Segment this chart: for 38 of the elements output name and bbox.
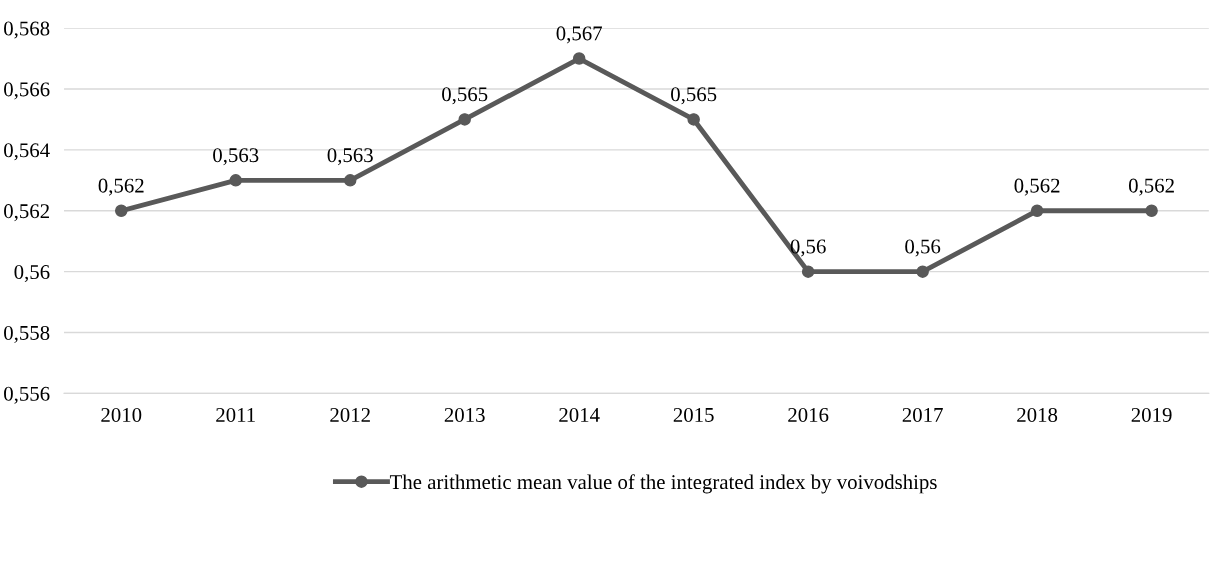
legend-label: The arithmetic mean value of the integrated index by voivodships	[389, 474, 937, 494]
y-tick-label: 0,558	[4, 325, 50, 343]
data-label: 0,565	[442, 87, 488, 105]
x-tick-label: 2010	[101, 407, 142, 422]
point	[229, 174, 242, 187]
point	[343, 174, 357, 187]
x-tick-label: 2017	[902, 407, 943, 422]
point	[916, 265, 929, 278]
y-tick-label: 0,564	[4, 143, 50, 161]
data-label: 0,56	[905, 239, 941, 257]
x-tick-label: 2011	[216, 407, 255, 422]
x-tick-label: 2018	[1017, 407, 1058, 422]
data-label: 0,56	[790, 239, 826, 257]
x-tick-label: 2016	[788, 407, 829, 422]
data-label: 0,565	[671, 87, 717, 105]
x-tick-label: 2012	[330, 407, 370, 422]
y-tick-label: 0,568	[4, 21, 50, 39]
point	[687, 113, 700, 126]
x-tick-label: 2015	[673, 407, 714, 422]
point	[1145, 204, 1158, 218]
data-label: 0,563	[327, 148, 373, 166]
data-label: 0,562	[1128, 178, 1174, 196]
y-tick-label: 0,56	[14, 265, 50, 283]
x-tick-label: 2014	[559, 407, 600, 422]
x-tick-label: 2019	[1131, 407, 1172, 422]
point	[1030, 204, 1044, 218]
data-label: 0,567	[556, 26, 603, 44]
y-tick-label: 0,556	[4, 386, 50, 404]
y-tick-label: 0,566	[4, 82, 50, 100]
point	[572, 52, 586, 65]
y-tick-label: 0,562	[4, 204, 49, 222]
data-label: 0,562	[1014, 178, 1060, 196]
data-label: 0,563	[213, 148, 259, 166]
data-label: 0,562	[98, 178, 144, 196]
point	[115, 204, 128, 218]
x-tick-label: 2013	[444, 407, 485, 422]
point	[458, 113, 471, 126]
point	[801, 265, 815, 278]
